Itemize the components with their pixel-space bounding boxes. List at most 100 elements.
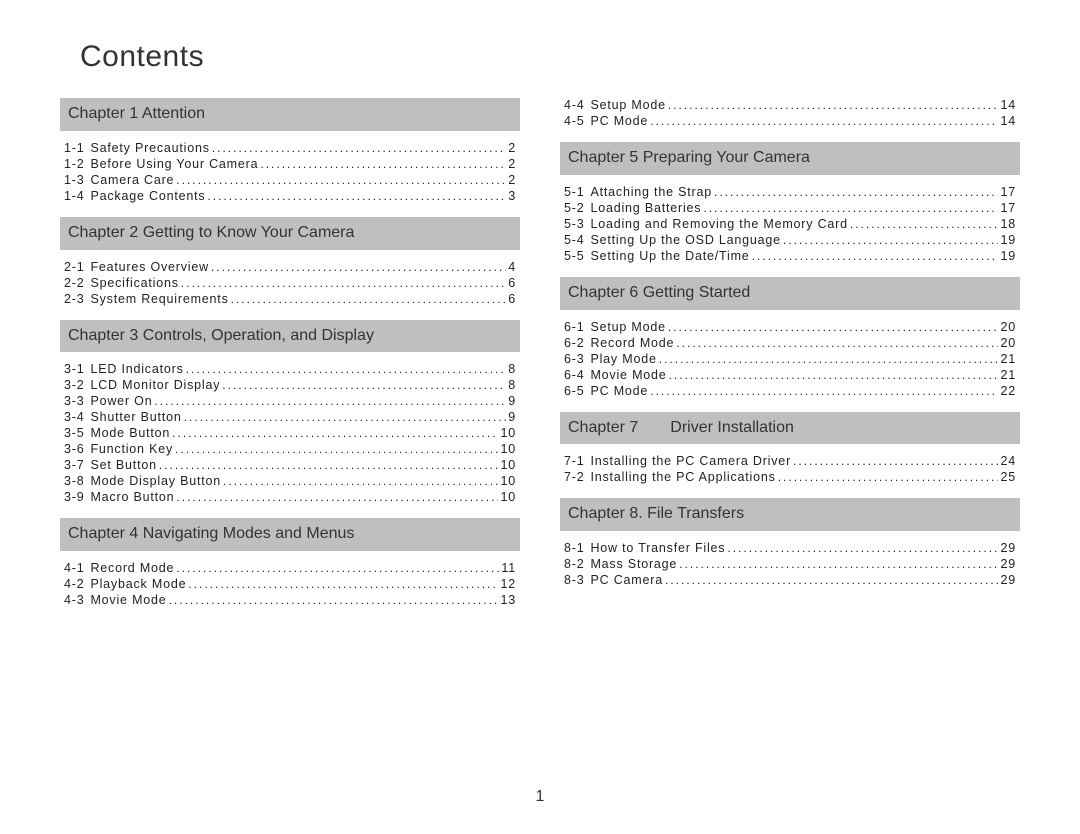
toc-entry-label: PC Mode [590,114,648,128]
chapter-header: Chapter 5 Preparing Your Camera [560,142,1020,175]
toc-entry-label: Loading Batteries [590,201,701,215]
toc-list: 6-1Setup Mode20 6-2Record Mode20 6-3Play… [560,320,1020,398]
toc-list: 7-1Installing the PC Camera Driver24 7-2… [560,454,1020,484]
toc-entry-num: 6-4 [564,368,584,382]
toc-entry-num: 1-2 [64,157,84,171]
toc-entry: 2-1Features Overview4 [64,260,516,274]
toc-entry-page: 17 [1000,201,1016,215]
toc-entry-label: Record Mode [590,336,674,350]
toc-entry: 1-1Safety Precautions2 [64,141,516,155]
toc-entry-num: 2-1 [64,260,84,274]
toc-dots [211,260,506,274]
toc-left-column: Chapter 1 Attention 1-1Safety Precaution… [60,98,520,609]
toc-dots [207,189,506,203]
toc-entry-page: 12 [500,577,516,591]
toc-list: 8-1How to Transfer Files29 8-2Mass Stora… [560,541,1020,587]
toc-entry: 6-5PC Mode22 [564,384,1016,398]
page-title: Contents [80,40,1020,74]
toc-entry: 1-3Camera Care2 [64,173,516,187]
toc-entry-label: Playback Mode [90,577,186,591]
chapter-header: Chapter 8. File Transfers [560,498,1020,531]
toc-dots [668,320,999,334]
toc-entry-page: 10 [500,442,516,456]
toc-list: 4-4Setup Mode14 4-5PC Mode14 [560,98,1020,128]
toc-entry-label: Mass Storage [590,557,677,571]
toc-entry-page: 22 [1000,384,1016,398]
toc-entry-num: 5-3 [564,217,584,231]
toc-dots [679,557,998,571]
page-number: 1 [0,788,1080,806]
toc-entry-page: 25 [1000,470,1016,484]
toc-dots [752,249,999,263]
toc-entry-label: Power On [90,394,152,408]
toc-entry-num: 3-7 [64,458,84,472]
toc-entry: 6-3Play Mode21 [564,352,1016,366]
toc-entry: 3-9Macro Button10 [64,490,516,504]
toc-entry-page: 4 [508,260,516,274]
toc-entry-num: 5-4 [564,233,584,247]
toc-entry-page: 11 [501,561,516,575]
toc-entry: 8-3PC Camera29 [564,573,1016,587]
toc-entry: 3-5Mode Button10 [64,426,516,440]
toc-entry-page: 29 [1000,541,1016,555]
toc-entry-page: 8 [508,362,516,376]
toc-dots [703,201,998,215]
toc-dots [793,454,998,468]
toc-dots [188,577,498,591]
toc-entry-num: 6-5 [564,384,584,398]
toc-entry-page: 14 [1000,114,1016,128]
toc-entry: 7-1Installing the PC Camera Driver24 [564,454,1016,468]
toc-entry-num: 3-2 [64,378,84,392]
toc-dots [659,352,999,366]
toc-entry-page: 9 [508,410,516,424]
toc-dots [778,470,999,484]
toc-entry: 3-6Function Key10 [64,442,516,456]
toc-entry: 4-4Setup Mode14 [564,98,1016,112]
toc-entry: 8-2Mass Storage29 [564,557,1016,571]
toc-entry-page: 24 [1000,454,1016,468]
toc-entry: 6-4Movie Mode21 [564,368,1016,382]
toc-entry-num: 4-2 [64,577,84,591]
toc-entry-label: Setup Mode [590,98,665,112]
toc-entry: 5-4Setting Up the OSD Language19 [564,233,1016,247]
toc-entry-num: 1-4 [64,189,84,203]
toc-entry-num: 3-9 [64,490,84,504]
chapter-header: Chapter 3 Controls, Operation, and Displ… [60,320,520,353]
toc-entry-label: Mode Button [90,426,170,440]
toc-entry-label: Before Using Your Camera [90,157,258,171]
toc-entry-label: System Requirements [90,292,228,306]
toc-entry: 5-5Setting Up the Date/Time19 [564,249,1016,263]
toc-entry-num: 7-2 [564,470,584,484]
toc-entry-label: PC Camera [590,573,663,587]
toc-entry-page: 8 [508,378,516,392]
toc-entry: 4-3Movie Mode13 [64,593,516,607]
toc-entry-label: Shutter Button [90,410,181,424]
toc-dots [212,141,506,155]
toc-entry-num: 2-3 [64,292,84,306]
toc-dots [181,276,506,290]
toc-entry-page: 10 [500,458,516,472]
toc-entry-num: 7-1 [564,454,584,468]
toc-entry: 4-5PC Mode14 [564,114,1016,128]
toc-entry: 1-2Before Using Your Camera2 [64,157,516,171]
toc-entry-num: 4-4 [564,98,584,112]
toc-dots [184,410,507,424]
toc-entry-page: 19 [1000,233,1016,247]
toc-entry-page: 10 [500,490,516,504]
toc-entry-page: 6 [508,292,516,306]
chapter-header: Chapter 2 Getting to Know Your Camera [60,217,520,250]
toc-dots [154,394,506,408]
toc-dots [231,292,507,306]
toc-entry-page: 9 [508,394,516,408]
toc-dots [169,593,499,607]
toc-entry-page: 21 [1000,352,1016,366]
toc-entry: 2-3 System Requirements 6 [64,292,516,306]
toc-list: 1-1Safety Precautions2 1-2 Before Using Y… [60,141,520,203]
toc-entry-num: 8-1 [564,541,584,555]
toc-entry-num: 1-3 [64,173,84,187]
toc-dots [727,541,998,555]
toc-entry-label: Movie Mode [90,593,166,607]
toc-entry-label: Set Button [90,458,156,472]
toc-entry: 4-1Record Mode11 [64,561,516,575]
toc-entry-page: 13 [500,593,516,607]
